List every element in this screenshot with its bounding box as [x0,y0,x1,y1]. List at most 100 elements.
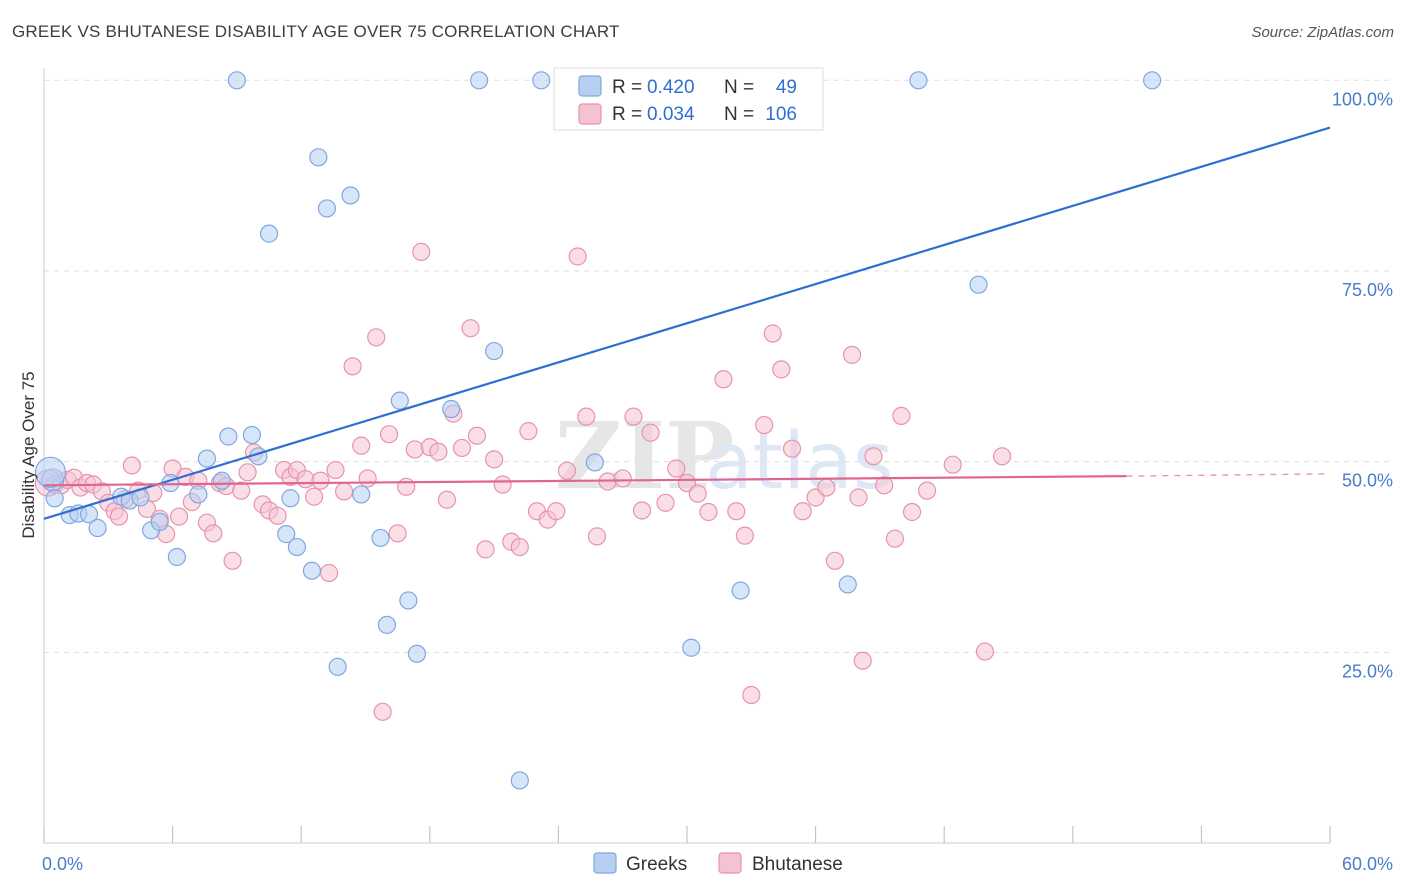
greeks-point [371,528,390,548]
bhutanese-point [326,460,345,480]
bhutanese-point [334,482,354,501]
bhutanese-n-label: N = [724,104,754,125]
greeks-point [352,485,371,504]
bhutanese-point [641,423,660,442]
bhutanese-point [429,442,448,461]
greeks-point [309,148,328,167]
greeks-point [341,186,360,205]
bhutanese-point [943,455,962,474]
bhutanese-point [885,529,905,548]
greeks-point [88,518,107,538]
bhutanese-point [568,247,587,266]
bhutanese-point [853,651,872,670]
bhutanese-point [223,551,242,570]
greeks-trend-line [43,126,1331,520]
greeks-n-label: N = [724,77,754,98]
bhutanese-point [849,488,868,507]
bhutanese-point [388,524,407,543]
bhutanese-point [782,439,802,458]
bhutanese-point [772,360,791,379]
bhutanese-point [109,507,129,526]
bhutanese-point [352,436,371,455]
x-tick-label-min: 0.0% [42,854,83,874]
bhutanese-point [587,527,607,546]
bhutanese-point [452,438,472,458]
bhutanese-point [793,502,812,521]
bhutanese-point [992,447,1012,466]
bhutanese-point [735,526,754,545]
bhutanese-point [373,702,392,721]
bhutanese-point [437,490,457,509]
greeks-bottom-swatch [593,852,617,874]
greeks-r-value: 0.420 [647,77,695,98]
bhutanese-point [632,501,652,520]
bhutanese-point [296,470,315,489]
bhutanese-point [902,502,922,522]
bhutanese-point [892,406,911,425]
bhutanese-point [656,493,675,512]
greeks-point [242,425,262,445]
greeks-point [45,489,64,508]
bhutanese-point [519,422,538,441]
greeks-point [34,456,67,488]
y-axis-title: Disability Age Over 75 [19,371,38,538]
bhutanese-point [311,471,330,490]
greeks-point [510,771,529,790]
greeks-bottom-label: Greeks [626,854,687,875]
greeks-point [969,275,988,294]
axes [43,68,1331,844]
bhutanese-point [917,481,937,500]
greeks-point [328,657,347,676]
bhutanese-bottom-swatch [718,852,742,874]
bhutanese-trend-extension [1126,473,1331,477]
bhutanese-point [742,685,761,705]
bhutanese-point [510,537,529,557]
trend-lines [43,126,1331,520]
greeks-point [390,391,409,410]
bhutanese-point [461,319,480,338]
greeks-n-value: 49 [776,77,797,98]
bhutanese-point [169,507,189,526]
bhutanese-point [624,407,643,426]
greeks-point [407,644,427,663]
bhutanese-point [864,447,883,466]
bhutanese-point [358,469,377,488]
greeks-point [227,71,246,90]
bhutanese-trend-line [43,475,1127,487]
greeks-point [485,341,504,361]
greeks-points [34,71,1162,790]
y-tick-label-25: 25.0% [1342,661,1393,681]
greeks-point [259,224,279,243]
bhutanese-point [493,475,512,494]
y-tick-label-100: 100.0% [1332,89,1393,109]
bhutanese-point [557,461,577,480]
greeks-point [150,512,169,532]
bhutanese-point [763,324,782,343]
bhutanese-point [699,502,718,522]
bhutanese-point [613,469,632,488]
y-tick-labels: 25.0% 50.0% 75.0% 100.0% [1332,89,1393,681]
greeks-point [167,547,186,567]
greeks-point [219,427,238,446]
bhutanese-point [975,642,995,661]
greeks-point [909,71,928,90]
bhutanese-point [319,563,339,583]
greeks-point [189,485,208,504]
greeks-point [302,561,322,580]
greeks-point [838,575,857,594]
greeks-point [399,591,418,610]
bhutanese-point [405,440,424,459]
greeks-point [442,399,461,419]
bhutanese-point [688,484,707,503]
source-label: Source: ZipAtlas.com [1251,24,1394,41]
y-tick-label-50: 50.0% [1342,471,1393,491]
greeks-point [281,489,300,508]
stats-legend: R = 0.420 N = 49 R = 0.034 N = 106 [553,67,824,131]
grid-lines [44,79,1392,653]
bhutanese-point [367,328,386,347]
bhutanese-point [577,407,596,426]
bhutanese-point [842,345,862,364]
greeks-point [1143,71,1162,90]
greeks-point [317,199,337,218]
bhutanese-point [485,450,504,469]
